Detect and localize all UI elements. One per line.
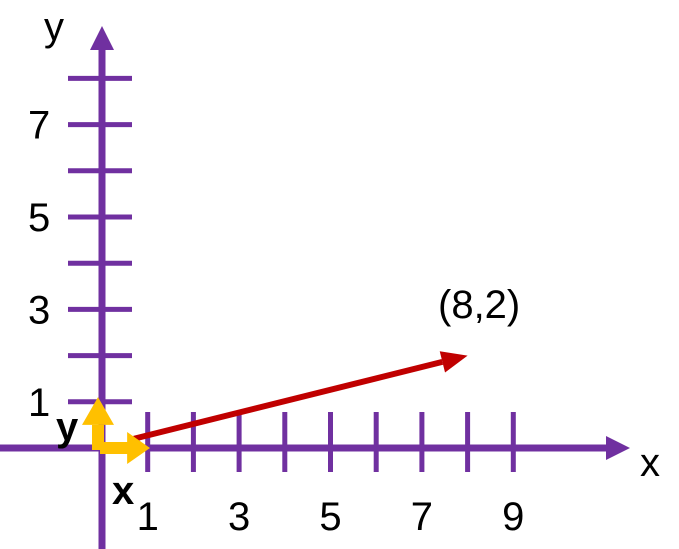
- basis-x-arrowhead: [127, 432, 150, 464]
- y-axis-arrowhead: [90, 26, 114, 50]
- x-tick-label: 3: [228, 495, 250, 539]
- x-tick-label: 7: [411, 495, 433, 539]
- x-tick-label: 1: [137, 495, 159, 539]
- y-axis-label: y: [44, 5, 64, 49]
- y-tick-label: 7: [28, 104, 50, 148]
- y-tick-label: 1: [28, 381, 50, 425]
- vector-label: (8,2): [438, 283, 520, 327]
- x-axis-label: x: [640, 441, 660, 485]
- vector-arrowhead: [439, 351, 468, 373]
- axes: [0, 26, 630, 549]
- vector-line: [133, 358, 444, 442]
- y-axis-tick-labels: 1 3 5 7: [28, 104, 50, 425]
- basis-vectors: [82, 397, 150, 464]
- basis-x-label: x: [112, 469, 134, 513]
- y-axis-ticks: [68, 75, 132, 405]
- x-axis-tick-labels: 1 3 5 7 9: [137, 495, 525, 539]
- y-tick-label: 3: [28, 288, 50, 332]
- basis-y-label: y: [56, 405, 79, 449]
- x-axis-arrowhead: [606, 436, 630, 460]
- x-tick-label: 9: [502, 495, 524, 539]
- basis-y-arrowhead: [82, 397, 114, 425]
- x-tick-label: 5: [319, 495, 341, 539]
- vector: [133, 351, 468, 442]
- y-tick-label: 5: [28, 196, 50, 240]
